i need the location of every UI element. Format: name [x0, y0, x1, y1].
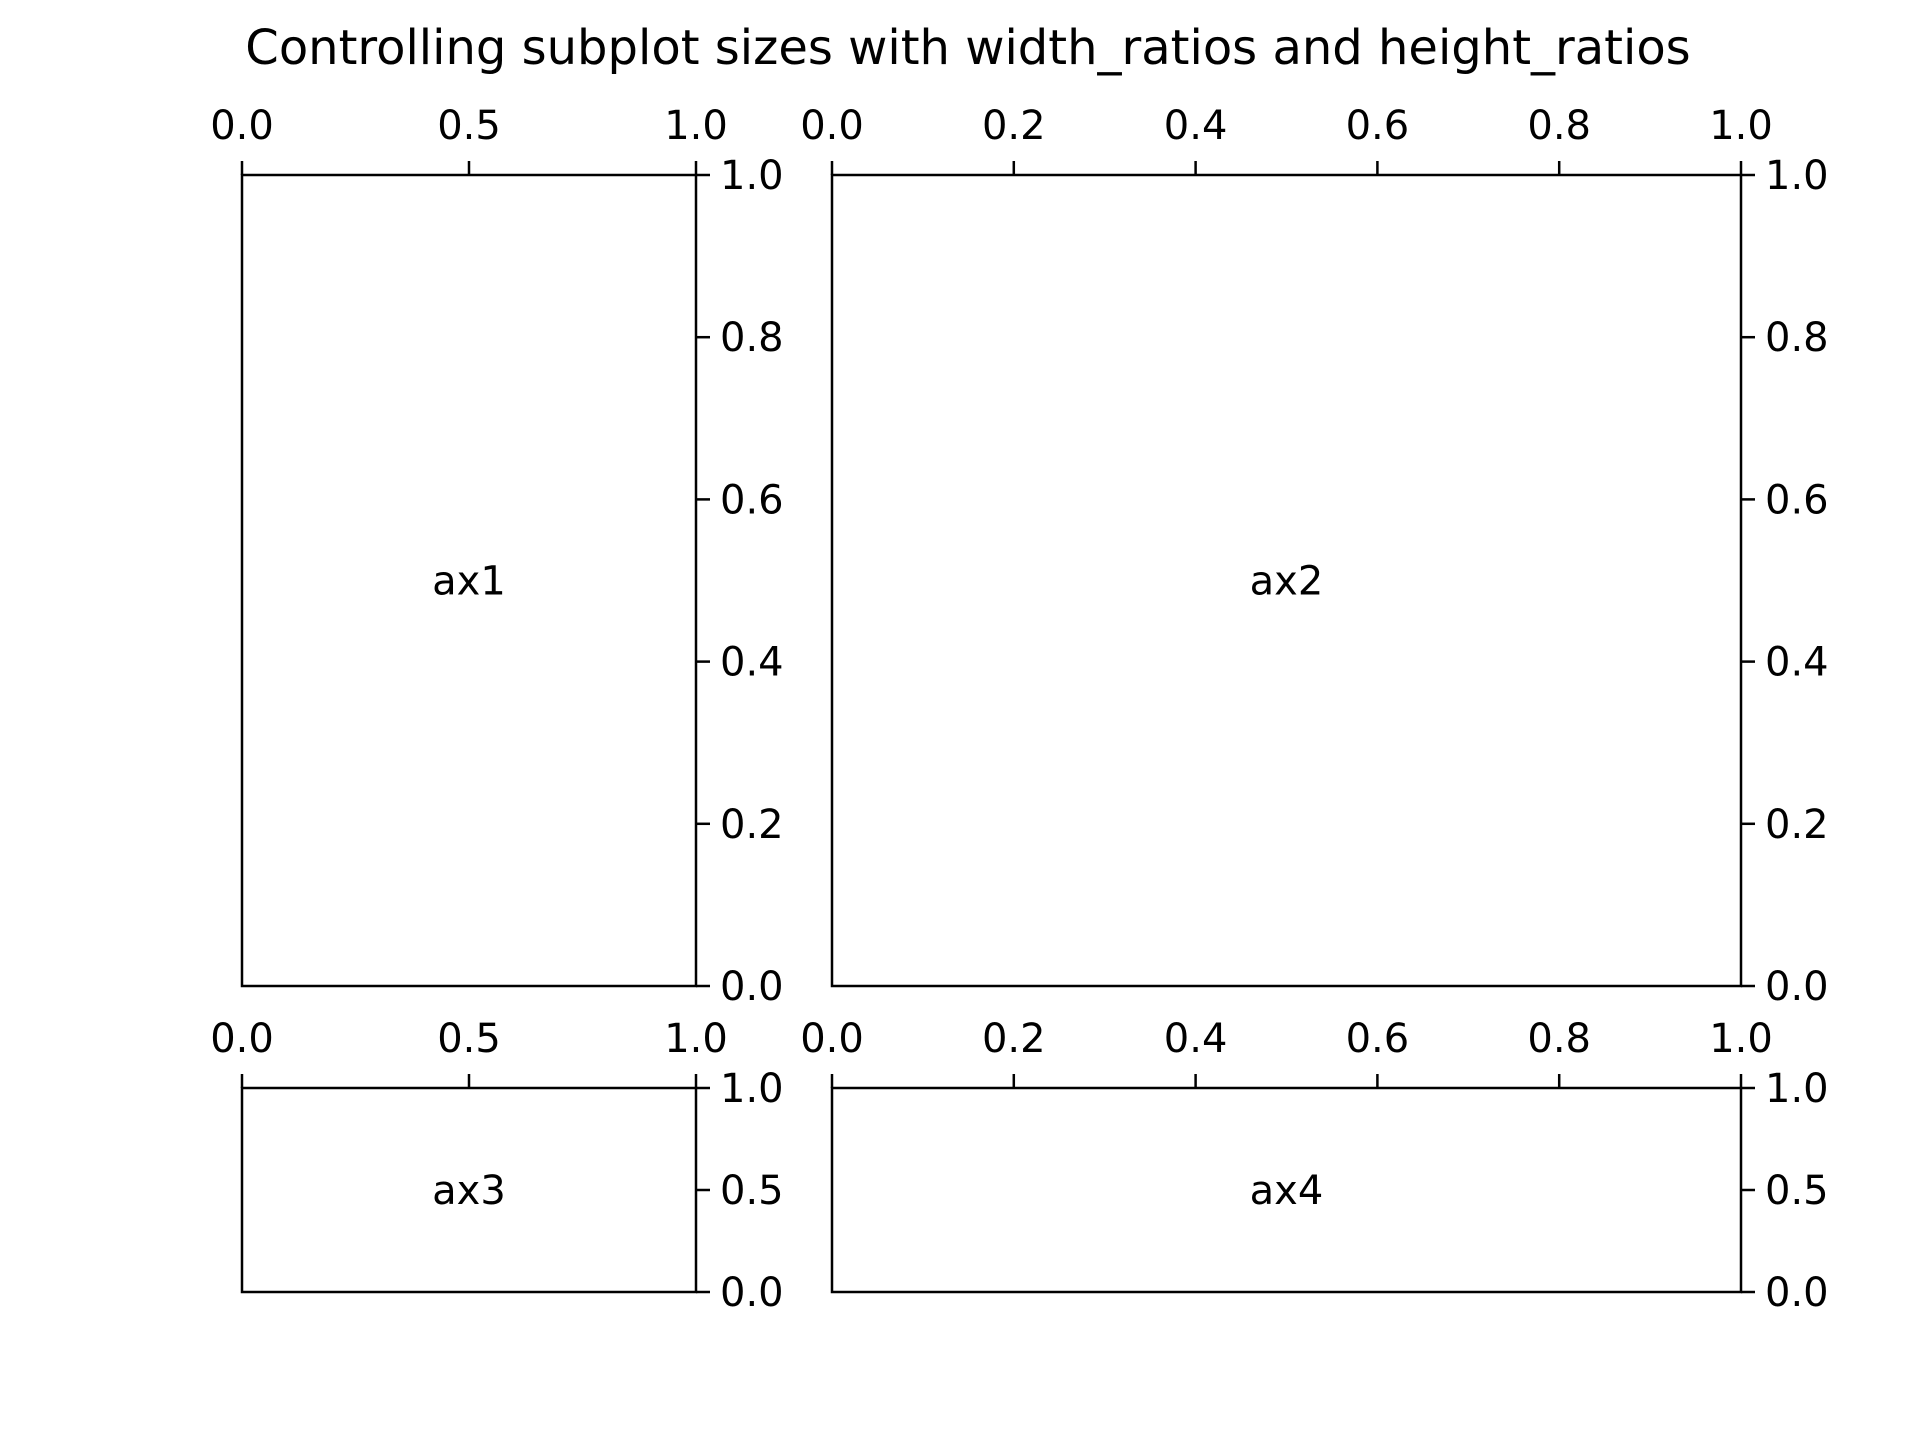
ax2-xtick-label: 0.0: [800, 103, 864, 149]
ax4-label: ax4: [1250, 1168, 1324, 1214]
ax2-xtick-label: 0.6: [1346, 103, 1410, 149]
ax2-ytick-label: 0.4: [1765, 640, 1829, 686]
ax2-label: ax2: [1250, 559, 1324, 605]
ax2-xtick-label: 0.4: [1164, 103, 1228, 149]
subplot-ax1: 0.0 0.5 1.0 0.0 0.2 0.4 0.6 0.8 1.0 ax1: [210, 103, 783, 1010]
ax1-ytick-label: 0.0: [720, 964, 784, 1010]
ax1-ytick-label: 0.8: [720, 315, 784, 361]
ax1-xtick-label: 0.0: [210, 103, 274, 149]
ax3-ytick-label: 1.0: [720, 1066, 784, 1112]
ax1-ytick-label: 0.4: [720, 640, 784, 686]
ax1-xtick-label: 0.5: [437, 103, 501, 149]
ax3-ytick-label: 0.5: [720, 1168, 784, 1214]
ax4-xtick-label: 1.0: [1709, 1016, 1773, 1062]
ax4-xtick-label: 0.2: [982, 1016, 1046, 1062]
ax1-ytick-label: 0.2: [720, 802, 784, 848]
ax4-ytick-label: 1.0: [1765, 1066, 1829, 1112]
subplot-ax3: 0.0 0.5 1.0 0.0 0.5 1.0 ax3: [210, 1016, 783, 1316]
ax3-xtick-label: 0.5: [437, 1016, 501, 1062]
ax2-ytick-label: 0.8: [1765, 315, 1829, 361]
ax4-ytick-label: 0.0: [1765, 1270, 1829, 1316]
ax2-xtick-label: 0.8: [1527, 103, 1591, 149]
ax4-xtick-label: 0.0: [800, 1016, 864, 1062]
ax4-xtick-label: 0.8: [1527, 1016, 1591, 1062]
ax2-ytick-label: 0.2: [1765, 802, 1829, 848]
ax2-xtick-label: 0.2: [982, 103, 1046, 149]
figure-title: Controlling subplot sizes with width_rat…: [245, 20, 1691, 76]
ax2-xtick-label: 1.0: [1709, 103, 1773, 149]
ax2-ytick-label: 1.0: [1765, 153, 1829, 199]
ax3-xtick-label: 1.0: [664, 1016, 728, 1062]
ax1-label: ax1: [432, 559, 506, 605]
ax3-label: ax3: [432, 1168, 506, 1214]
ax3-ytick-label: 0.0: [720, 1270, 784, 1316]
subplot-ax4: 0.0 0.2 0.4 0.6 0.8 1.0 0.0 0.5 1.0 ax4: [800, 1016, 1828, 1316]
ax4-ytick-label: 0.5: [1765, 1168, 1829, 1214]
ax1-xtick-label: 1.0: [664, 103, 728, 149]
ax3-xtick-label: 0.0: [210, 1016, 274, 1062]
ax2-frame: [830, 173, 1743, 988]
ax2-ytick-label: 0.6: [1765, 477, 1829, 523]
ax1-ytick-label: 1.0: [720, 153, 784, 199]
ax4-xtick-label: 0.4: [1164, 1016, 1228, 1062]
ax2-ytick-label: 0.0: [1765, 964, 1829, 1010]
ax1-ytick-label: 0.6: [720, 477, 784, 523]
ax4-xtick-label: 0.6: [1346, 1016, 1410, 1062]
subplot-ax2: 0.0 0.2 0.4 0.6 0.8 1.0 0.0 0.2 0.4 0.6 0.8 1.0 ax2: [800, 103, 1828, 1010]
